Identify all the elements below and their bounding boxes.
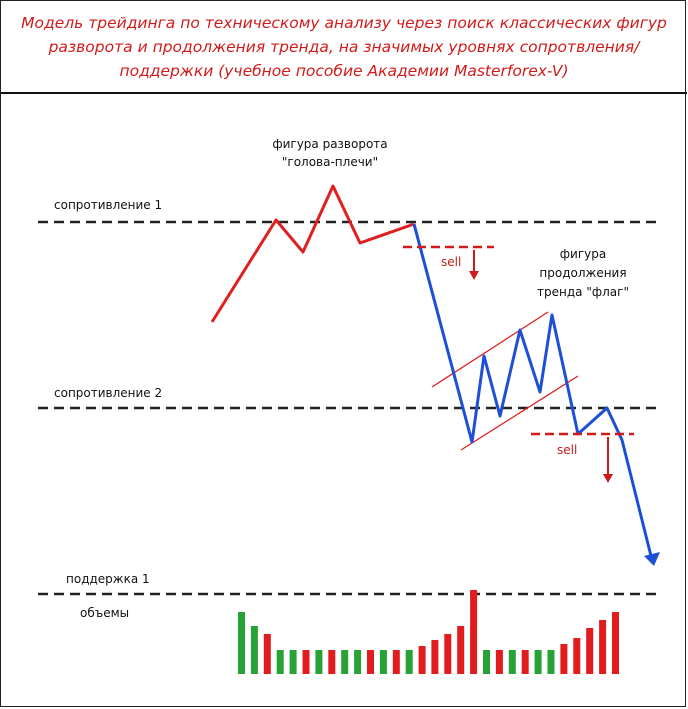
header: Модель трейдинга по техническому анализу… (1, 1, 687, 94)
flag-channel-upper (431, 311, 549, 388)
flag-label-line2: продолжения (539, 266, 626, 280)
volume-bar (612, 612, 619, 674)
volume-bar (495, 650, 503, 674)
head-shoulders-label-line1: фигура разворота (272, 137, 387, 151)
volume-bar (302, 650, 310, 674)
resistance-2-label: сопротивление 2 (54, 386, 162, 400)
volume-bar (354, 650, 362, 674)
volume-bars (238, 590, 619, 674)
downtrend-arrowhead (644, 552, 660, 566)
volume-bar (276, 650, 284, 674)
page-title: Модель трейдинга по техническому анализу… (21, 13, 667, 80)
volume-bar (367, 650, 374, 674)
volume-bar (379, 650, 387, 674)
volume-bar (431, 640, 439, 674)
resistance-1-label: сопротивление 1 (54, 198, 162, 212)
volume-bar (534, 650, 542, 674)
volume-bar (483, 650, 490, 674)
support-1-label: поддержка 1 (66, 572, 150, 586)
volume-bar (341, 650, 349, 674)
downtrend-flag-line (412, 223, 654, 561)
sell-1-label: sell (441, 255, 461, 269)
flag-label-line1: фигура (560, 247, 606, 261)
sell-2-arrow-head (603, 474, 613, 483)
sell-1-arrow-head (469, 271, 479, 280)
volume-bar (250, 626, 258, 674)
volume-bar (405, 650, 413, 674)
uptrend-head-shoulders-line (210, 184, 415, 323)
volume-bar (547, 650, 555, 674)
volume-bar (392, 650, 400, 674)
volumes-label: объемы (80, 606, 129, 620)
volume-bar (457, 626, 465, 674)
flag-channel-lower (460, 375, 579, 451)
volume-bar (418, 646, 426, 674)
volume-bar (586, 628, 594, 674)
volume-bar (508, 650, 516, 674)
volume-bar (289, 650, 297, 674)
flag-label-line3: тренда "флаг" (537, 285, 629, 299)
volume-bar (315, 650, 323, 674)
volume-bar (599, 620, 607, 674)
volume-bar (573, 638, 581, 674)
volume-bar (328, 650, 336, 674)
volume-bar (263, 634, 271, 674)
volume-bar (444, 634, 452, 674)
volume-bar (470, 590, 478, 674)
volume-bar (560, 644, 568, 674)
sell-2-label: sell (557, 443, 577, 457)
head-shoulders-label-line2: "голова-плечи" (282, 155, 378, 169)
volume-bar (521, 650, 529, 674)
volume-bar (238, 612, 245, 674)
